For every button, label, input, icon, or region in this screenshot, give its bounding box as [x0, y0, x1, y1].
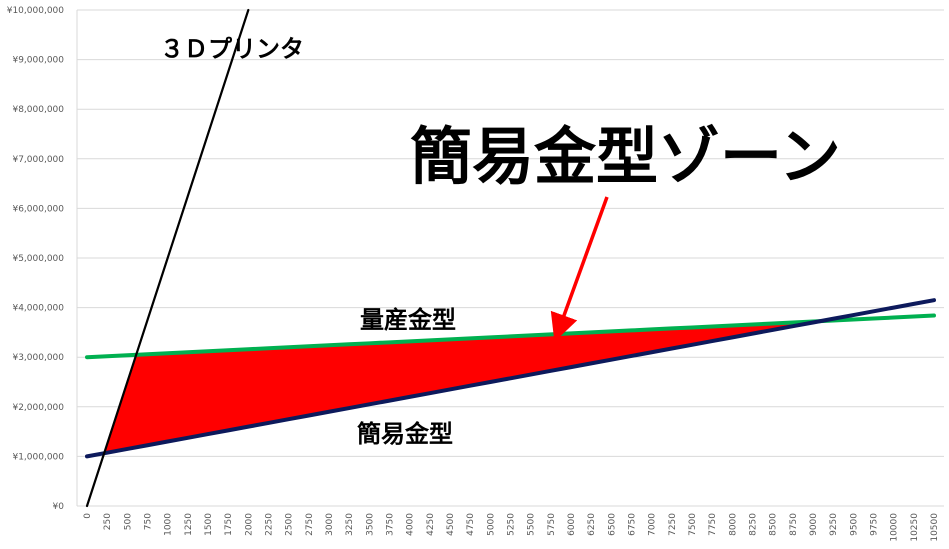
x-tick-label: 7250	[668, 513, 678, 536]
y-tick-label: ¥4,000,000	[12, 304, 64, 314]
y-tick-label: ¥9,000,000	[12, 56, 64, 66]
annotation: 簡易金型ゾーン	[410, 120, 841, 193]
x-tick-label: 2750	[305, 513, 315, 536]
y-tick-label: ¥6,000,000	[12, 204, 64, 214]
series-line	[85, 8, 250, 508]
x-tick-label: 10500	[930, 513, 940, 542]
x-tick-label: 750	[144, 513, 154, 530]
x-tick-label: 8000	[728, 513, 738, 536]
x-tick-label: 7750	[708, 513, 718, 536]
x-tick-label: 7500	[688, 513, 698, 536]
x-tick-label: 3250	[345, 513, 355, 536]
x-tick-label: 6000	[567, 513, 577, 536]
y-tick-label: ¥1,000,000	[12, 452, 64, 462]
x-tick-label: 2250	[265, 513, 275, 536]
y-tick-label: ¥10,000,000	[7, 6, 65, 16]
x-tick-label: 5000	[486, 513, 496, 536]
x-tick-label: 8250	[749, 513, 759, 536]
x-tick-label: 4250	[426, 513, 436, 536]
x-tick-label: 4500	[446, 513, 456, 536]
x-tick-label: 5250	[507, 513, 517, 536]
y-tick-label: ¥5,000,000	[12, 254, 64, 264]
y-tick-label: ¥0	[53, 502, 65, 512]
x-tick-label: 9500	[849, 513, 859, 536]
x-tick-label: 6500	[607, 513, 617, 536]
y-tick-label: ¥2,000,000	[12, 403, 64, 413]
y-tick-label: ¥7,000,000	[12, 155, 64, 165]
x-tick-label: 7000	[648, 513, 658, 536]
x-tick-label: 1000	[164, 513, 174, 536]
arrow	[550, 196, 609, 342]
x-tick-label: 2500	[285, 513, 295, 536]
series-label: 簡易金型	[357, 420, 453, 448]
x-tick-label: 500	[123, 513, 133, 530]
x-tick-label: 9250	[829, 513, 839, 536]
x-tick-label: 6750	[628, 513, 638, 536]
x-tick-label: 0	[83, 513, 93, 519]
series-label: ３Ｄプリンタ	[160, 35, 304, 63]
x-tick-label: 1750	[224, 513, 234, 536]
x-tick-label: 6250	[587, 513, 597, 536]
series-line	[85, 313, 936, 360]
x-tick-label: 3500	[365, 513, 375, 536]
x-tick-label: 3000	[325, 513, 335, 536]
x-tick-label: 5500	[527, 513, 537, 536]
x-tick-label: 4750	[466, 513, 476, 536]
x-tick-label: 1250	[184, 513, 194, 536]
x-tick-label: 9000	[809, 513, 819, 536]
y-tick-label: ¥8,000,000	[12, 105, 64, 115]
x-tick-label: 5750	[547, 513, 557, 536]
x-tick-label: 4000	[406, 513, 416, 536]
x-tick-label: 2000	[244, 513, 254, 536]
y-tick-label: ¥3,000,000	[12, 353, 64, 363]
series-label: 量産金型	[360, 306, 456, 334]
x-tick-label: 8750	[789, 513, 799, 536]
series-line	[85, 298, 936, 459]
x-tick-label: 8500	[769, 513, 779, 536]
x-tick-label: 3750	[386, 513, 396, 536]
x-tick-label: 9750	[870, 513, 880, 536]
x-tick-label: 250	[103, 513, 113, 530]
x-tick-label: 10250	[910, 513, 920, 542]
x-tick-label: 10000	[890, 513, 900, 542]
x-tick-label: 1500	[204, 513, 214, 536]
